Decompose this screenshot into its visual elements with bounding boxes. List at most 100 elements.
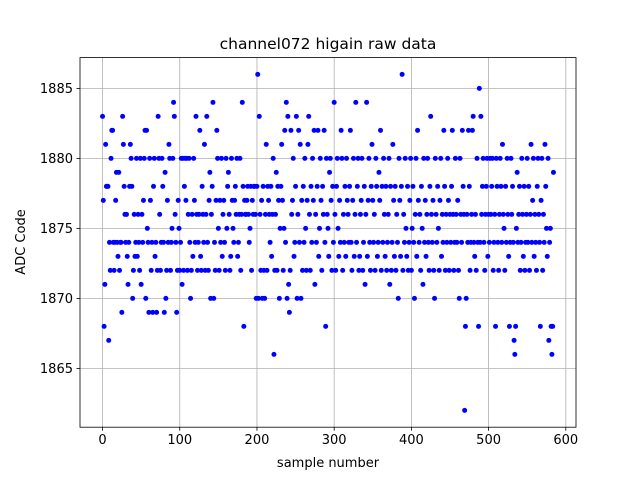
data-point: [209, 183, 215, 189]
data-point: [435, 183, 441, 189]
data-point: [380, 239, 386, 245]
data-point: [296, 239, 302, 245]
data-point: [164, 197, 170, 203]
data-point: [144, 225, 150, 231]
data-point: [286, 309, 292, 315]
data-point: [178, 239, 184, 245]
data-point: [422, 239, 428, 245]
data-point: [510, 239, 516, 245]
data-point: [355, 155, 361, 161]
data-point: [302, 155, 308, 161]
data-point: [227, 267, 233, 273]
data-point: [106, 337, 112, 343]
data-point: [191, 155, 197, 161]
data-point: [364, 253, 370, 259]
data-point: [102, 281, 108, 287]
data-point: [540, 211, 546, 217]
data-point: [477, 239, 483, 245]
data-point: [108, 155, 114, 161]
data-point: [371, 239, 377, 245]
data-point: [397, 197, 403, 203]
data-point: [347, 127, 353, 133]
data-point: [459, 127, 465, 133]
data-point: [516, 211, 522, 217]
data-point: [151, 183, 157, 189]
data-point: [281, 225, 287, 231]
data-point: [176, 225, 182, 231]
data-point: [193, 113, 199, 119]
y-tick-label: 1880: [40, 152, 73, 167]
data-point: [527, 211, 533, 217]
data-point: [542, 141, 548, 147]
data-point: [438, 253, 444, 259]
data-point: [412, 211, 418, 217]
data-point: [492, 211, 498, 217]
data-point: [336, 253, 342, 259]
data-point: [457, 155, 463, 161]
data-point: [527, 267, 533, 273]
data-point: [421, 155, 427, 161]
data-point: [257, 211, 263, 217]
data-point: [188, 295, 194, 301]
data-point: [169, 225, 175, 231]
data-point: [162, 169, 168, 175]
data-point: [320, 183, 326, 189]
data-point: [201, 141, 207, 147]
data-point: [249, 197, 255, 203]
data-point: [303, 267, 309, 273]
data-point: [215, 155, 221, 161]
data-point: [198, 267, 204, 273]
data-point: [219, 253, 225, 259]
data-point: [357, 211, 363, 217]
y-tick-label: 1870: [40, 292, 73, 307]
data-point: [320, 211, 326, 217]
data-point: [374, 183, 380, 189]
data-point: [212, 267, 218, 273]
data-point: [207, 169, 213, 175]
data-point: [262, 295, 268, 301]
data-point: [292, 239, 298, 245]
data-point: [429, 239, 435, 245]
data-point: [520, 253, 526, 259]
data-point: [239, 211, 245, 217]
data-point: [177, 267, 183, 273]
data-point: [198, 253, 204, 259]
data-point: [339, 155, 345, 161]
data-point: [287, 267, 293, 273]
data-point: [149, 239, 155, 245]
data-point: [307, 267, 313, 273]
data-point: [506, 323, 512, 329]
data-point: [529, 239, 535, 245]
data-point: [394, 211, 400, 217]
data-point: [238, 267, 244, 273]
data-point: [546, 337, 552, 343]
data-point: [137, 155, 143, 161]
data-point: [445, 197, 451, 203]
x-tick-label: 200: [245, 433, 270, 448]
data-point: [333, 267, 339, 273]
data-point: [537, 239, 543, 245]
data-point: [332, 211, 338, 217]
data-point: [170, 155, 176, 161]
data-point: [172, 211, 178, 217]
data-point: [521, 183, 527, 189]
data-point: [305, 141, 311, 147]
data-point: [448, 239, 454, 245]
data-point: [525, 239, 531, 245]
data-point: [323, 155, 329, 161]
x-tick-label: 500: [476, 433, 501, 448]
data-point: [195, 239, 201, 245]
data-point: [353, 99, 359, 105]
data-point: [317, 225, 323, 231]
data-point: [490, 267, 496, 273]
data-point: [255, 71, 261, 77]
data-point: [139, 211, 145, 217]
data-point: [386, 155, 392, 161]
data-point: [375, 239, 381, 245]
data-point: [534, 183, 540, 189]
data-point: [471, 239, 477, 245]
data-point: [393, 267, 399, 273]
data-point: [496, 211, 502, 217]
data-point: [186, 155, 192, 161]
data-point: [101, 323, 107, 329]
